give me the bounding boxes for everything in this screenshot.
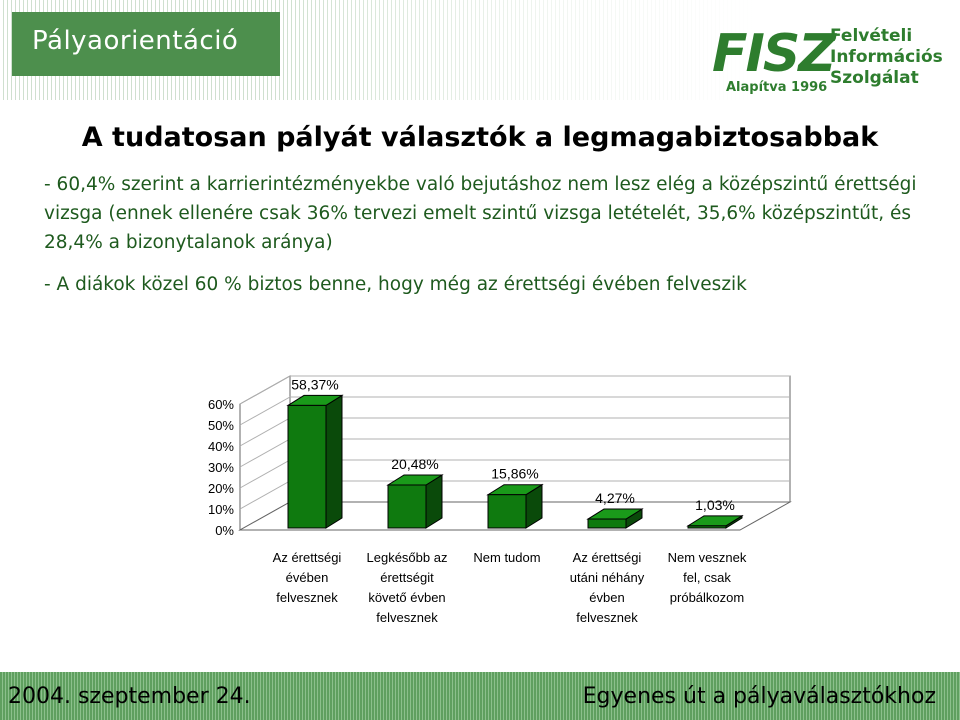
logo-line-3: Szolgálat bbox=[830, 68, 919, 88]
bar-chart-svg: 0% 10% 20% 30% 40% 50% 60% 58,37% Az érettségi év… bbox=[208, 375, 792, 625]
bar bbox=[287, 404, 327, 529]
bar bbox=[687, 525, 727, 529]
y-tick-label: 10% bbox=[208, 502, 234, 517]
x-category-label: követő évben bbox=[368, 590, 445, 605]
x-category-label: Nem tudom bbox=[473, 550, 540, 565]
x-category-label: Az érettségi bbox=[573, 550, 642, 565]
y-tick-label: 60% bbox=[208, 397, 234, 412]
header-fade bbox=[280, 0, 960, 100]
y-tick-label: 50% bbox=[208, 418, 234, 433]
x-category-label: fel, csak bbox=[683, 570, 731, 585]
data-label: 4,27% bbox=[595, 490, 635, 506]
y-tick-label: 0% bbox=[215, 523, 234, 538]
x-category-label: Nem vesznek bbox=[668, 550, 747, 565]
x-category-label: érettségit bbox=[380, 570, 434, 585]
data-label: 15,86% bbox=[491, 466, 538, 482]
bar bbox=[387, 484, 427, 529]
data-label: 1,03% bbox=[695, 497, 735, 513]
bar bbox=[487, 494, 527, 529]
data-label: 20,48% bbox=[391, 456, 438, 472]
x-category-label: felvesznek bbox=[576, 610, 638, 625]
fisz-logo: FISZ Felvételi Információs Szolgálat Ala… bbox=[712, 22, 952, 100]
section-tag-label: Pályaorientáció bbox=[32, 26, 239, 56]
logo-line-1: Felvételi bbox=[830, 26, 913, 46]
y-tick-label: 30% bbox=[208, 460, 234, 475]
bar-side bbox=[325, 394, 343, 529]
x-category-label: felvesznek bbox=[376, 610, 438, 625]
y-tick-label: 40% bbox=[208, 439, 234, 454]
footer-date: 2004. szeptember 24. bbox=[8, 684, 251, 709]
footer-band bbox=[0, 672, 960, 720]
x-category-label: felvesznek bbox=[276, 590, 338, 605]
bar bbox=[587, 518, 627, 529]
bullet-1: - 60,4% szerint a karrierintézményekbe v… bbox=[44, 174, 917, 253]
logo-line-2: Információs bbox=[830, 47, 943, 67]
x-category-label: Az érettségi bbox=[273, 550, 342, 565]
gridline bbox=[239, 375, 790, 405]
x-category-label: próbálkozom bbox=[670, 590, 744, 605]
x-category-label: utáni néhány bbox=[570, 570, 645, 585]
logo-founded: Alapítva 1996 bbox=[726, 80, 828, 95]
gridline bbox=[239, 396, 790, 426]
logo-name: FISZ bbox=[712, 24, 836, 84]
x-category-label: Legkésőbb az bbox=[367, 550, 448, 565]
logo-subtitle: Felvételi Információs Szolgálat bbox=[830, 26, 943, 89]
y-tick-label: 20% bbox=[208, 481, 234, 496]
bar-chart: 0% 10% 20% 30% 40% 50% 60% 58,37% Az érettségi év… bbox=[0, 370, 960, 640]
x-category-label: évében bbox=[286, 570, 329, 585]
footer-tagline: Egyenes út a pályaválasztókhoz bbox=[582, 684, 936, 709]
x-category-label: évben bbox=[589, 590, 624, 605]
section-tag: Pályaorientáció bbox=[12, 12, 280, 76]
bullet-2: - A diákok közel 60 % biztos benne, hogy… bbox=[44, 274, 747, 295]
data-label: 58,37% bbox=[291, 376, 338, 392]
slide-title: A tudatosan pályát választók a legmagabi… bbox=[81, 122, 879, 153]
